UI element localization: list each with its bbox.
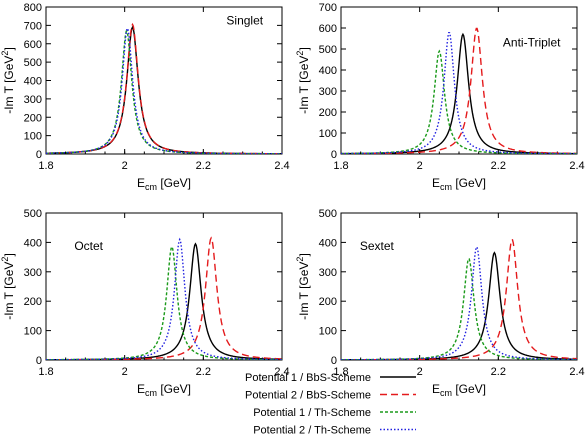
- x-tick-label: 2: [122, 366, 128, 378]
- series-line-potential-2-th-scheme: [341, 31, 577, 154]
- y-tick-label: 500: [319, 208, 337, 220]
- legend-label: Potential 1 / BbS-Scheme: [245, 372, 371, 384]
- x-axis-label: Ecm [GeV]: [432, 382, 486, 398]
- legend-label: Potential 2 / BbS-Scheme: [245, 390, 371, 402]
- series-line-potential-1-bbs-scheme: [341, 32, 577, 154]
- legend-label: Potential 2 / Th-Scheme: [253, 425, 371, 437]
- series-line-potential-1-th-scheme: [341, 258, 577, 360]
- y-tick-label: 800: [24, 2, 42, 14]
- x-tick-label: 2.4: [569, 160, 584, 172]
- y-tick-label: 400: [24, 76, 42, 88]
- y-tick-label: 500: [24, 57, 42, 69]
- legend: Potential 1 / BbS-Scheme Potential 2 / Bb…: [245, 372, 416, 437]
- y-tick-label: 300: [24, 267, 42, 279]
- y-tick-label: 200: [24, 296, 42, 308]
- x-tick-label: 2: [417, 160, 423, 172]
- x-tick-label: 2: [122, 160, 128, 172]
- panel-singlet: 1.8 2 2.2 2.4 0 100 200 300 400 500 600 700 800 Ecm […: [0, 2, 290, 192]
- y-tick-label: 200: [319, 296, 337, 308]
- x-tick-label: 1.8: [333, 160, 348, 172]
- x-tick-label: 1.8: [38, 366, 53, 378]
- panel-title: Anti-Triplet: [503, 36, 561, 50]
- x-axis-label: Ecm [GeV]: [137, 176, 191, 192]
- plot-frame: [45, 212, 283, 361]
- panel-title: Singlet: [226, 14, 263, 28]
- series-line-potential-2-th-scheme: [46, 237, 282, 360]
- y-tick-label: 0: [36, 149, 42, 161]
- x-tick-label: 2.2: [196, 160, 211, 172]
- y-tick-label: 700: [24, 20, 42, 32]
- y-tick-label: 100: [24, 131, 42, 143]
- y-tick-label: 700: [319, 2, 337, 14]
- x-tick-label: 2.4: [569, 366, 584, 378]
- y-tick-label: 500: [319, 44, 337, 56]
- plot-frame: [340, 212, 578, 361]
- series-line-potential-2-bbs-scheme: [341, 239, 577, 360]
- y-tick-label: 600: [319, 23, 337, 35]
- y-tick-label: 100: [24, 326, 42, 338]
- panel-title: Sextet: [360, 239, 395, 253]
- series-line-potential-2-th-scheme: [341, 246, 577, 360]
- y-tick-label: 0: [36, 355, 42, 367]
- y-tick-label: 100: [319, 326, 337, 338]
- y-tick-label: 400: [319, 237, 337, 249]
- x-axis-label: Ecm [GeV]: [432, 176, 486, 192]
- x-tick-label: 1.8: [38, 160, 53, 172]
- y-tick-label: 300: [319, 267, 337, 279]
- plot-frame: [45, 6, 283, 155]
- y-tick-label: 600: [24, 39, 42, 51]
- x-axis-label: Ecm [GeV]: [137, 382, 191, 398]
- x-tick-label: 2.2: [491, 160, 506, 172]
- x-tick-label: 1.8: [333, 366, 348, 378]
- panel-anti-triplet: 1.8 2 2.2 2.4 0 100 200 300 400 500 600 700 Ecm [GeV…: [295, 2, 585, 192]
- y-axis-label: -Im T [GeV2]: [0, 253, 16, 320]
- panel-title: Octet: [74, 239, 103, 253]
- y-axis-label: -Im T [GeV2]: [295, 47, 311, 114]
- y-tick-label: 400: [24, 237, 42, 249]
- y-tick-label: 0: [331, 149, 337, 161]
- x-tick-label: 2.4: [274, 160, 289, 172]
- x-tick-label: 2: [417, 366, 423, 378]
- plot-frame: [340, 6, 578, 155]
- y-tick-label: 200: [24, 112, 42, 124]
- y-tick-label: 0: [331, 355, 337, 367]
- y-tick-label: 500: [24, 208, 42, 220]
- y-tick-label: 400: [319, 65, 337, 77]
- panel-sextet: 1.8 2 2.2 2.4 0 100 200 300 400 500 Ecm [GeV] -Im T…: [295, 208, 585, 398]
- y-tick-label: 200: [319, 107, 337, 119]
- y-tick-label: 300: [24, 94, 42, 106]
- series-line-potential-2-bbs-scheme: [46, 22, 282, 154]
- y-tick-label: 100: [319, 128, 337, 140]
- series-line-potential-2-th-scheme: [46, 27, 282, 154]
- series-line-potential-1-th-scheme: [46, 30, 282, 154]
- series-line-potential-2-bbs-scheme: [46, 236, 282, 360]
- x-tick-label: 2.2: [196, 366, 211, 378]
- panel-octet: 1.8 2 2.2 2.4 0 100 200 300 400 500 Ecm [GeV] -Im T…: [0, 208, 290, 398]
- legend-label: Potential 1 / Th-Scheme: [253, 407, 371, 419]
- series-line-potential-1-bbs-scheme: [46, 25, 282, 154]
- y-axis-label: -Im T [GeV2]: [295, 253, 311, 320]
- x-tick-label: 2.2: [491, 366, 506, 378]
- series-line-potential-1-bbs-scheme: [341, 251, 577, 360]
- y-tick-label: 300: [319, 86, 337, 98]
- y-axis-label: -Im T [GeV2]: [0, 47, 16, 114]
- x-tick-label: 2.4: [274, 366, 289, 378]
